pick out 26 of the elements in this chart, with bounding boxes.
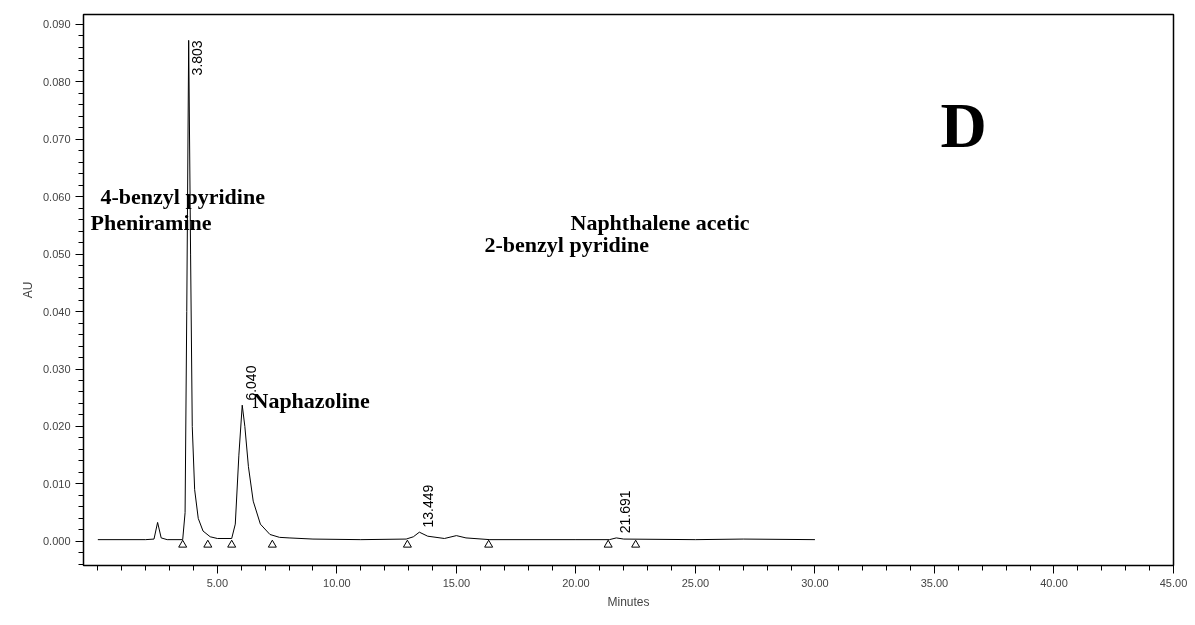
y-tick-label: 0.030 <box>42 363 71 375</box>
x-tick-label: 40.00 <box>1040 576 1068 589</box>
y-tick-label: 0.090 <box>42 18 71 31</box>
annotation: Naphthalene acetic <box>570 210 750 235</box>
y-tick-label: 0.020 <box>42 420 71 433</box>
y-tick-label: 0.080 <box>42 75 71 88</box>
y-tick-label: 0.040 <box>42 305 71 318</box>
x-tick-label: 30.00 <box>801 576 829 589</box>
x-tick-label: 5.00 <box>206 576 229 589</box>
x-tick-label: 25.00 <box>681 576 710 589</box>
x-tick-label: 15.00 <box>442 576 471 589</box>
y-tick-label: 0.050 <box>42 248 71 261</box>
annotation: D <box>940 90 987 161</box>
x-tick-label: 35.00 <box>920 576 949 589</box>
y-tick-label: 0.070 <box>42 133 71 146</box>
y-axis-title: AU <box>20 281 35 299</box>
annotation: 13.449 <box>419 484 436 528</box>
annotation: 21.691 <box>616 490 633 534</box>
x-tick-label: 20.00 <box>562 576 590 589</box>
x-axis-title: Minutes <box>607 594 650 609</box>
y-tick-label: 0.010 <box>42 477 71 490</box>
annotation: 3.803 <box>189 40 206 76</box>
x-tick-label: 10.00 <box>323 576 351 589</box>
x-tick-label: 45.00 <box>1159 576 1188 589</box>
y-tick-label: 0.060 <box>42 190 71 203</box>
y-tick-label: 0.000 <box>42 535 71 548</box>
